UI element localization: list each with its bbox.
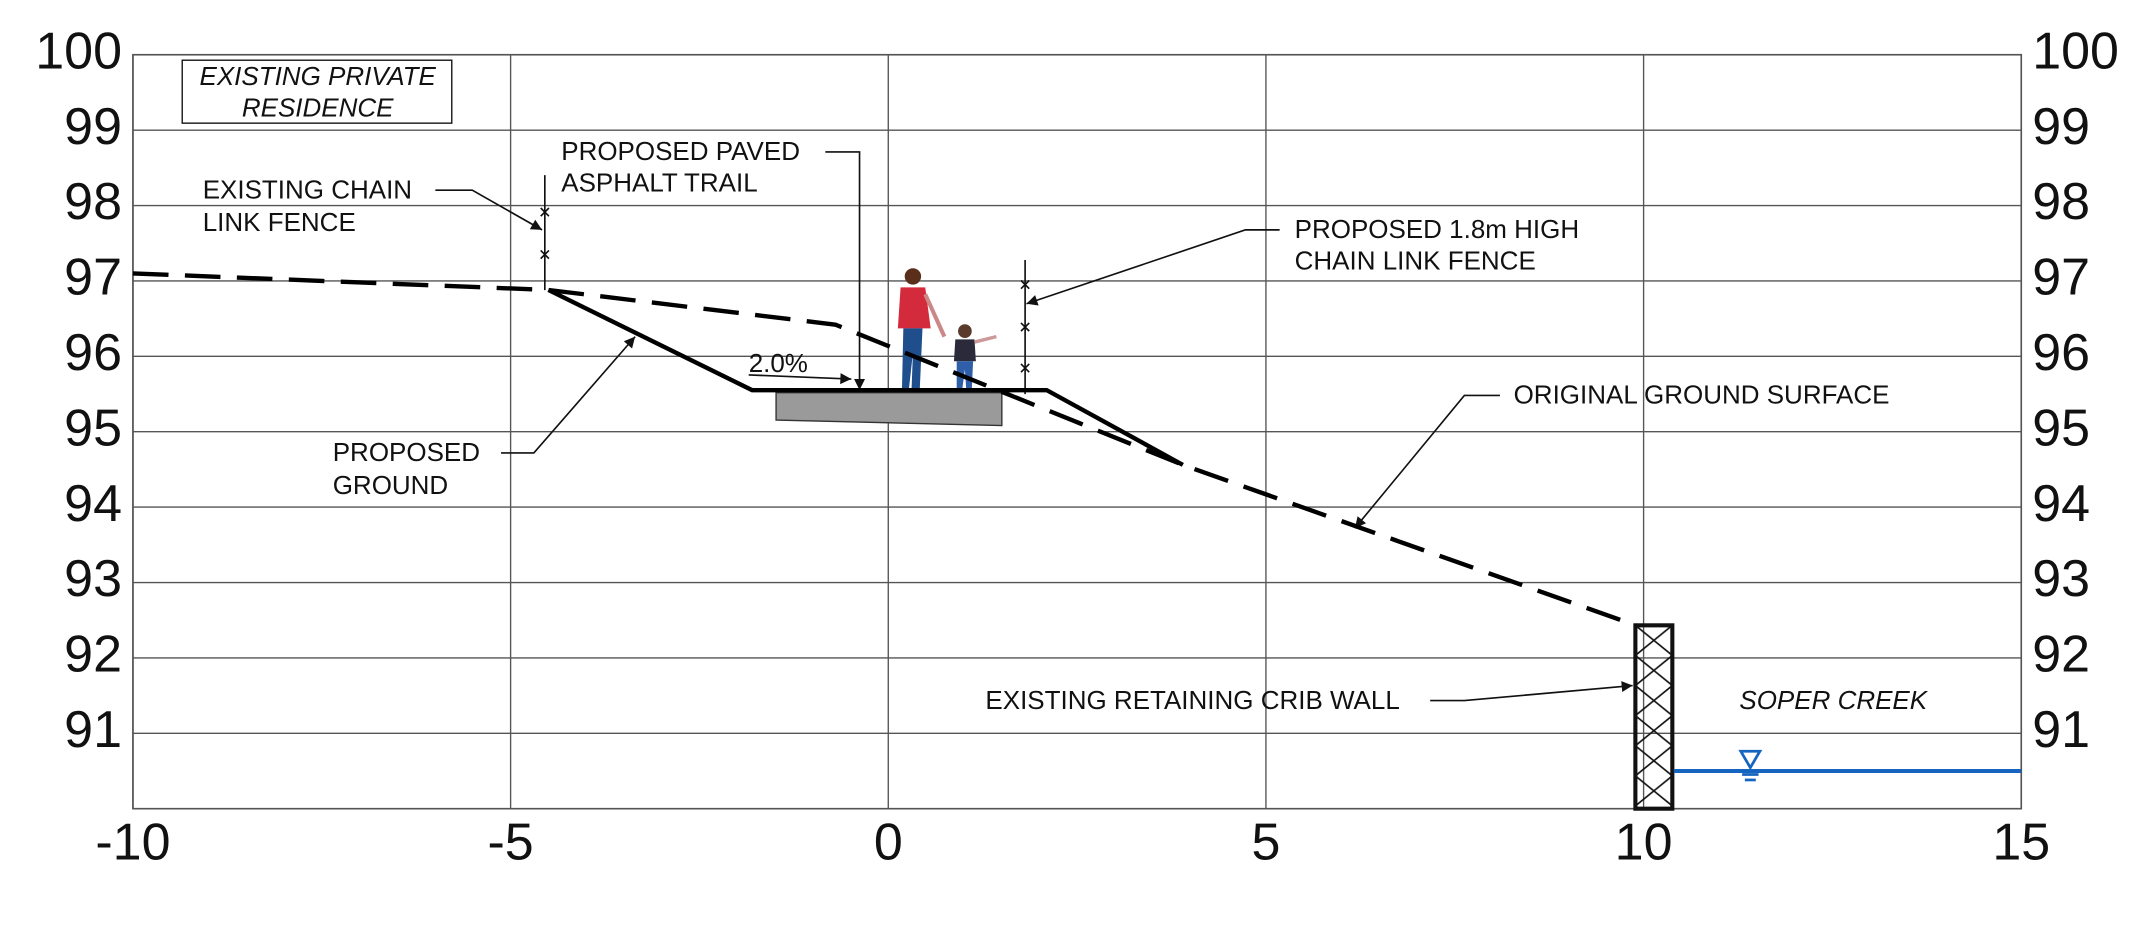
y-tick-label: 94 — [64, 475, 122, 533]
y-tick-label-right: 99 — [2032, 98, 2090, 156]
annotation: EXISTING PRIVATE — [200, 61, 437, 91]
proposed-fence — [1020, 259, 1030, 395]
x-tick-label: -5 — [487, 813, 533, 871]
annotation: GROUND — [333, 470, 448, 500]
annotation: ASPHALT TRAIL — [561, 168, 757, 198]
y-tick-label: 93 — [64, 550, 122, 608]
y-tick-label: 100 — [35, 22, 122, 80]
y-tick-label: 92 — [64, 626, 122, 684]
existing-fence — [540, 175, 550, 291]
people-figure — [897, 268, 997, 390]
y-tick-label-right: 97 — [2032, 249, 2090, 307]
annotation: SOPER CREEK — [1739, 685, 1928, 715]
residence-box — [181, 59, 453, 124]
annotation: EXISTING CHAIN — [203, 174, 412, 204]
y-tick-label-right: 98 — [2032, 173, 2090, 231]
y-tick-label-right: 91 — [2032, 701, 2090, 759]
y-tick-label: 98 — [64, 173, 122, 231]
y-tick-label-right: 93 — [2032, 550, 2090, 608]
annotation: PROPOSED — [333, 437, 480, 467]
annotation: ORIGINAL GROUND SURFACE — [1514, 380, 1890, 410]
annotation: PROPOSED 1.8m HIGH — [1295, 214, 1579, 244]
annotation: RESIDENCE — [242, 92, 394, 122]
asphalt-trail — [775, 392, 1003, 427]
profile-line — [132, 271, 1637, 628]
annotation: LINK FENCE — [203, 207, 356, 237]
leaders — [435, 151, 1633, 702]
y-tick-label: 99 — [64, 98, 122, 156]
y-tick-label: 97 — [64, 249, 122, 307]
y-tick-label-right: 100 — [2032, 22, 2119, 80]
crib-wall — [1633, 623, 1675, 811]
y-tick-label-right: 92 — [2032, 626, 2090, 684]
annotation: PROPOSED PAVED — [561, 136, 800, 166]
y-tick-label-right: 95 — [2032, 399, 2090, 457]
x-tick-label: 10 — [1615, 813, 1673, 871]
x-tick-label: 5 — [1251, 813, 1280, 871]
profile-line — [547, 288, 1184, 467]
y-tick-label: 95 — [64, 399, 122, 457]
water-symbol — [1738, 749, 1763, 782]
y-tick-label: 91 — [64, 701, 122, 759]
x-tick-label: 0 — [874, 813, 903, 871]
annotation: EXISTING RETAINING CRIB WALL — [985, 685, 1399, 715]
annotation: CHAIN LINK FENCE — [1295, 246, 1536, 276]
x-tick-label: 15 — [1992, 813, 2050, 871]
y-tick-label-right: 96 — [2032, 324, 2090, 382]
annotation: 2.0% — [749, 348, 808, 378]
y-tick-label-right: 94 — [2032, 475, 2090, 533]
x-tick-label: -10 — [95, 813, 170, 871]
y-tick-label: 96 — [64, 324, 122, 382]
